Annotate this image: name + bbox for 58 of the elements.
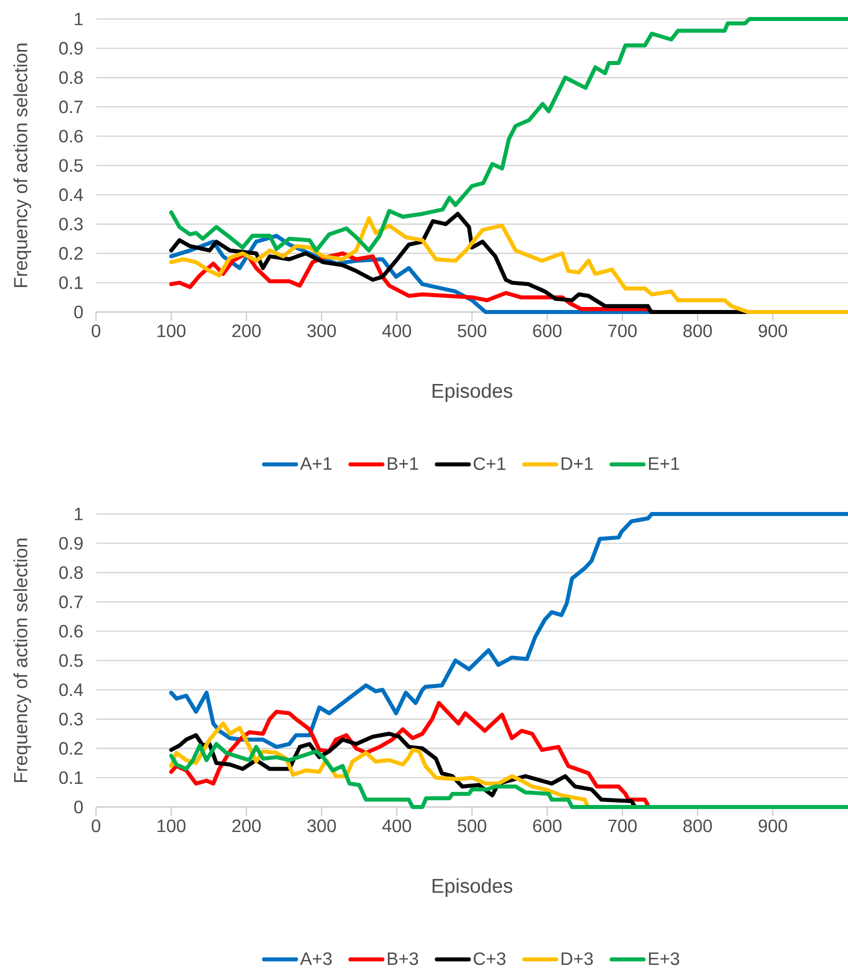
x-tick-label: 0	[92, 324, 100, 338]
y-tick-label: 0.8	[59, 71, 83, 84]
x-tick-label: 800	[683, 820, 712, 832]
y-tick-label: 0.5	[59, 654, 83, 667]
legend-label: B+1	[388, 457, 418, 470]
y-tick-label: 0.6	[59, 130, 83, 143]
y-tick-label: 0.1	[59, 276, 83, 290]
legend-label: E+3	[649, 952, 680, 966]
x-tick-label: 300	[307, 820, 336, 832]
legend-label: A+3	[300, 952, 332, 966]
x-tick-label: 400	[382, 820, 412, 832]
y-axis-title: Frequency of action selection	[13, 538, 32, 782]
x-tick-label: 100	[158, 324, 186, 338]
y-tick-label: 0.8	[59, 566, 83, 579]
x-tick-label: 200	[232, 820, 261, 832]
y-tick-label: 0.9	[59, 536, 83, 550]
y-tick-label: 0.7	[59, 100, 83, 114]
legend-label: D+3	[562, 952, 593, 966]
y-tick-label: 0	[74, 800, 83, 814]
legend-label: E+1	[649, 457, 680, 470]
x-tick-label: 800	[683, 324, 712, 338]
y-tick-label: 0.9	[59, 42, 83, 55]
x-axis-title: Episodes	[432, 878, 512, 897]
y-tick-label: 0.2	[59, 742, 83, 755]
legend-label: C+1	[474, 457, 506, 470]
legend-label: D+1	[562, 457, 593, 470]
x-tick-label: 600	[533, 820, 562, 832]
y-tick-label: 0.3	[59, 712, 83, 726]
x-tick-label: 400	[382, 324, 412, 338]
y-tick-label: 0.3	[59, 218, 83, 230]
x-tick-label: 0	[92, 820, 100, 832]
y-tick-label: 0.4	[59, 683, 83, 696]
y-tick-label: 0.5	[59, 159, 83, 172]
legend-label: A+1	[300, 457, 332, 470]
line-series	[169, 16, 848, 252]
y-tick-label: 1	[74, 508, 83, 520]
x-tick-label: 700	[608, 820, 637, 832]
legend-label: C+3	[474, 952, 506, 966]
y-tick-label: 0.1	[59, 771, 83, 784]
x-tick-label: 500	[458, 820, 486, 832]
x-tick-label: 700	[608, 324, 637, 338]
line-series	[169, 512, 848, 749]
y-axis-title: Frequency of action selection	[13, 44, 32, 288]
y-tick-label: 0.4	[59, 188, 83, 202]
y-tick-label: 0.2	[59, 247, 83, 260]
y-tick-label: 1	[74, 12, 83, 26]
x-tick-label: 300	[307, 324, 336, 338]
x-tick-label: 500	[458, 324, 486, 338]
x-tick-label: 600	[533, 324, 562, 338]
legend-label: B+3	[388, 952, 418, 966]
x-tick-label: 900	[758, 820, 788, 832]
x-tick-label: 100	[158, 820, 186, 832]
x-tick-label: 200	[232, 324, 261, 338]
y-tick-label: 0	[74, 306, 83, 318]
y-tick-label: 0.7	[59, 596, 83, 608]
x-axis-title: Episodes	[432, 383, 512, 402]
x-tick-label: 900	[758, 324, 788, 338]
y-tick-label: 0.6	[59, 624, 83, 638]
